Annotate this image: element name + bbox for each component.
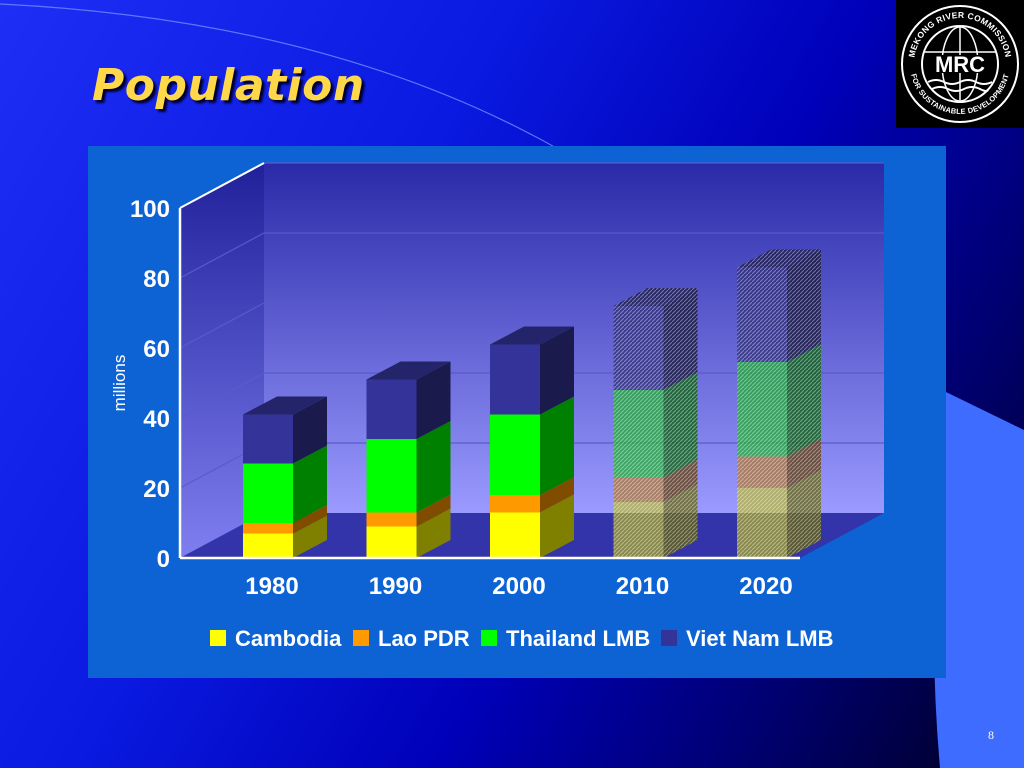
gridline [179, 232, 265, 279]
bar-group-1990 [366, 361, 451, 558]
bar-segment-1980-cambodia-side [293, 515, 327, 558]
bar-segment-2000-viet-nam-lmb-side [540, 326, 574, 415]
bar-segment-2000-cambodia [490, 512, 540, 558]
bar-segment-2010-lao-pdr-side-hatch [663, 459, 698, 502]
bar-segment-2000-thailand-lmb [490, 414, 540, 495]
legend-label: Lao PDR [378, 626, 470, 651]
bar-segment-2020-lao-pdr-side-hatch [787, 438, 821, 488]
bar-segment-1990-thailand-lmb-side [416, 421, 451, 513]
bar-segment-2010-thailand-lmb-side-hatch [663, 372, 698, 478]
bar-segment-1980-lao-pdr-side [293, 505, 327, 534]
bar-segment-1990-cambodia-side [416, 508, 451, 558]
x-tick-label: 1980 [245, 573, 298, 600]
bar-segment-1980-thailand-lmb-side [293, 445, 327, 523]
bar-top-2000 [490, 326, 574, 345]
y-axis-top-line [179, 162, 265, 209]
logo-abbr: MRC [935, 52, 985, 77]
bar-segment-2010-lao-pdr-hatch [613, 477, 664, 502]
x-tick-label: 1990 [369, 573, 422, 600]
y-tick-label: 20 [143, 476, 170, 503]
bar-segment-2020-lao-pdr-hatch [737, 456, 787, 488]
y-axis-label: millions [110, 355, 129, 412]
y-tick-label: 60 [143, 336, 170, 363]
page-number: 8 [988, 728, 994, 742]
bar-top-hatch-2020 [737, 249, 821, 268]
y-tick-label: 100 [130, 196, 170, 223]
gridline [179, 302, 265, 349]
bar-segment-1990-thailand-lmb [366, 439, 417, 513]
bar-segment-1980-cambodia [243, 533, 293, 558]
bar-segment-1990-lao-pdr [366, 512, 417, 527]
bar-group-2020 [737, 249, 821, 558]
bar-top-1980 [243, 396, 327, 415]
logo-emblem-icon: MRC MEKONG RIVER COMMISSION FOR SUSTAINA… [901, 5, 1019, 123]
x-tick-label: 2020 [739, 573, 792, 600]
legend-swatch [661, 630, 677, 646]
bar-segment-1980-viet-nam-lmb [243, 414, 293, 464]
bar-group-1980 [243, 396, 327, 558]
bar-segment-1980-lao-pdr [243, 523, 293, 534]
page-title: Population [92, 60, 365, 111]
bar-segment-2020-cambodia-side-hatch [787, 470, 821, 558]
legend-item-cambodia: Cambodia [210, 626, 342, 651]
bar-segment-1990-lao-pdr-side [416, 494, 451, 527]
legend-label: Cambodia [235, 626, 342, 651]
legend-label: Thailand LMB [506, 626, 650, 651]
y-tick-label: 0 [157, 546, 170, 573]
bar-segment-1980-viet-nam-lmb-side [293, 396, 327, 464]
population-chart: 0 20 40 60 80 100 millions 1980 1990 2000 2010 2020… [110, 162, 884, 651]
bar-segment-2000-viet-nam-lmb [490, 344, 540, 415]
mrc-logo: MRC MEKONG RIVER COMMISSION FOR SUSTAINA… [896, 0, 1024, 128]
bar-segment-2000-lao-pdr [490, 495, 540, 513]
gridline [179, 372, 265, 419]
bar-group-2010 [613, 288, 698, 558]
legend-swatch [210, 630, 226, 646]
bar-segment-1980-thailand-lmb [243, 463, 293, 523]
legend-item-lao-pdr: Lao PDR [353, 626, 470, 651]
x-tick-label: 2000 [492, 573, 545, 600]
legend-label: Viet Nam LMB [686, 626, 834, 651]
bar-segment-1990-viet-nam-lmb-side [416, 361, 451, 439]
bar-segment-2020-viet-nam-lmb-hatch [737, 267, 787, 362]
bar-segment-2010-viet-nam-lmb-hatch [613, 306, 664, 390]
bar-top-hatch-2010 [613, 288, 698, 306]
bar-segment-2010-cambodia-side-hatch [663, 484, 698, 558]
bar-group-2000 [490, 326, 574, 558]
legend-swatch [353, 630, 369, 646]
bar-segment-2000-lao-pdr-side [540, 477, 574, 513]
bar-segment-1990-viet-nam-lmb [366, 379, 417, 439]
legend-swatch [481, 630, 497, 646]
bar-segment-2010-cambodia-hatch [613, 502, 664, 558]
x-tick-label: 2010 [616, 573, 669, 600]
legend-item-thailand-lmb: Thailand LMB [481, 626, 650, 651]
bar-segment-2020-cambodia-hatch [737, 488, 787, 558]
y-tick-label: 40 [143, 406, 170, 433]
bar-segment-2020-thailand-lmb-hatch [737, 362, 787, 457]
bar-segment-2010-thailand-lmb-hatch [613, 390, 664, 478]
y-tick-label: 80 [143, 266, 170, 293]
bar-top-1990 [366, 361, 451, 380]
bar-segment-2000-cambodia-side [540, 494, 574, 558]
bar-segment-2020-viet-nam-lmb-side-hatch [787, 249, 821, 362]
bar-segment-2010-viet-nam-lmb-side-hatch [663, 288, 698, 390]
bar-segment-2000-thailand-lmb-side [540, 396, 574, 495]
bar-segment-2020-thailand-lmb-side-hatch [787, 344, 821, 457]
bar-segment-1990-cambodia [366, 526, 417, 558]
legend-item-viet-nam-lmb: Viet Nam LMB [661, 626, 834, 651]
chart-panel: 0 20 40 60 80 100 millions 1980 1990 2000 2010 2020… [88, 146, 946, 678]
